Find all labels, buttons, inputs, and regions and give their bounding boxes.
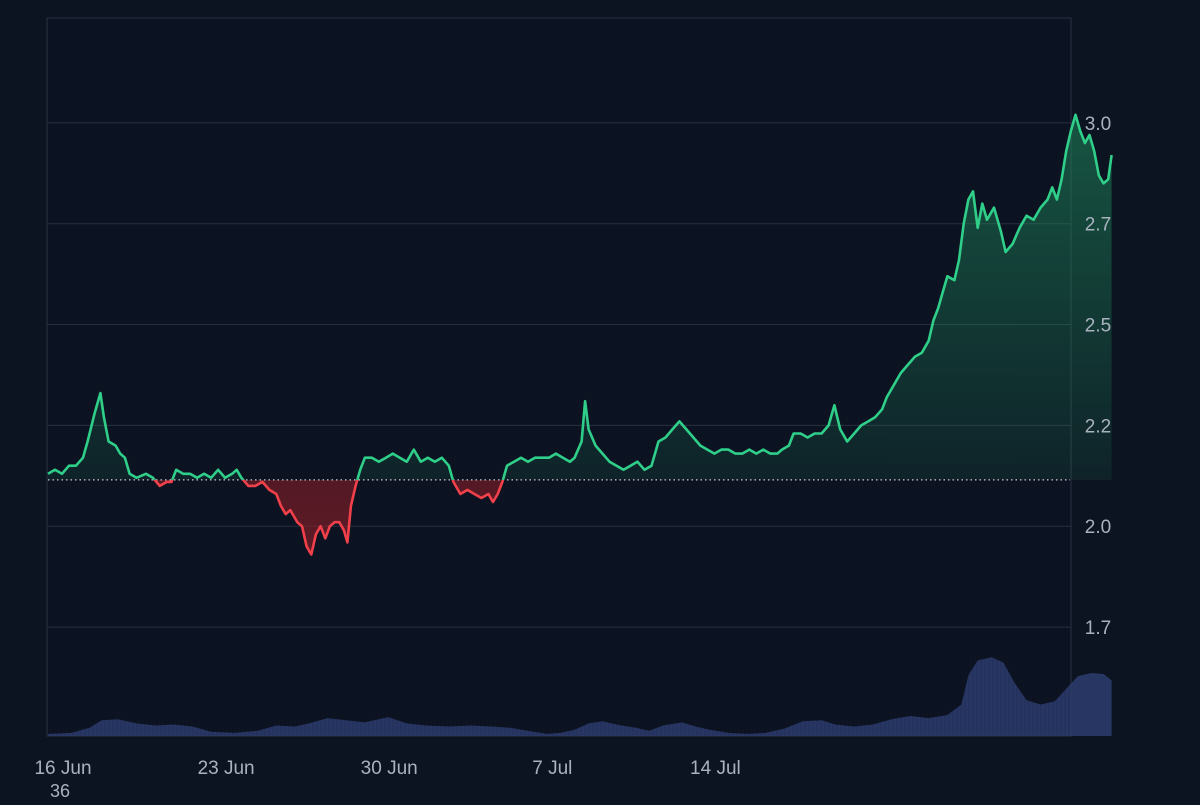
volume-area xyxy=(48,657,1112,736)
y-tick-label: 1.7 xyxy=(1085,618,1111,639)
footer-label: 36 xyxy=(50,781,70,800)
price-area-down xyxy=(48,479,1112,555)
price-area-up xyxy=(48,114,1112,480)
x-tick-label: 30 Jun xyxy=(361,758,418,779)
x-tick-label: 23 Jun xyxy=(198,758,255,779)
x-axis: 16 Jun 23 Jun 30 Jun 7 Jul 14 Jul xyxy=(34,758,740,779)
price-line-up xyxy=(47,113,1113,480)
x-tick-label: 7 Jul xyxy=(532,758,572,779)
y-tick-label: 2.2 xyxy=(1085,416,1111,437)
x-tick-label: 16 Jun xyxy=(34,758,91,779)
y-tick-label: 3.0 xyxy=(1085,114,1111,135)
y-tick-label: 2.0 xyxy=(1085,517,1111,538)
price-area xyxy=(48,114,1112,555)
y-tick-label: 2.7 xyxy=(1085,215,1111,236)
y-tick-label: 2.5 xyxy=(1085,316,1111,337)
y-axis: 1.7 2.0 2.2 2.5 2.7 3.0 xyxy=(1085,114,1111,639)
price-line xyxy=(47,113,1113,556)
x-tick-label: 14 Jul xyxy=(690,758,741,779)
